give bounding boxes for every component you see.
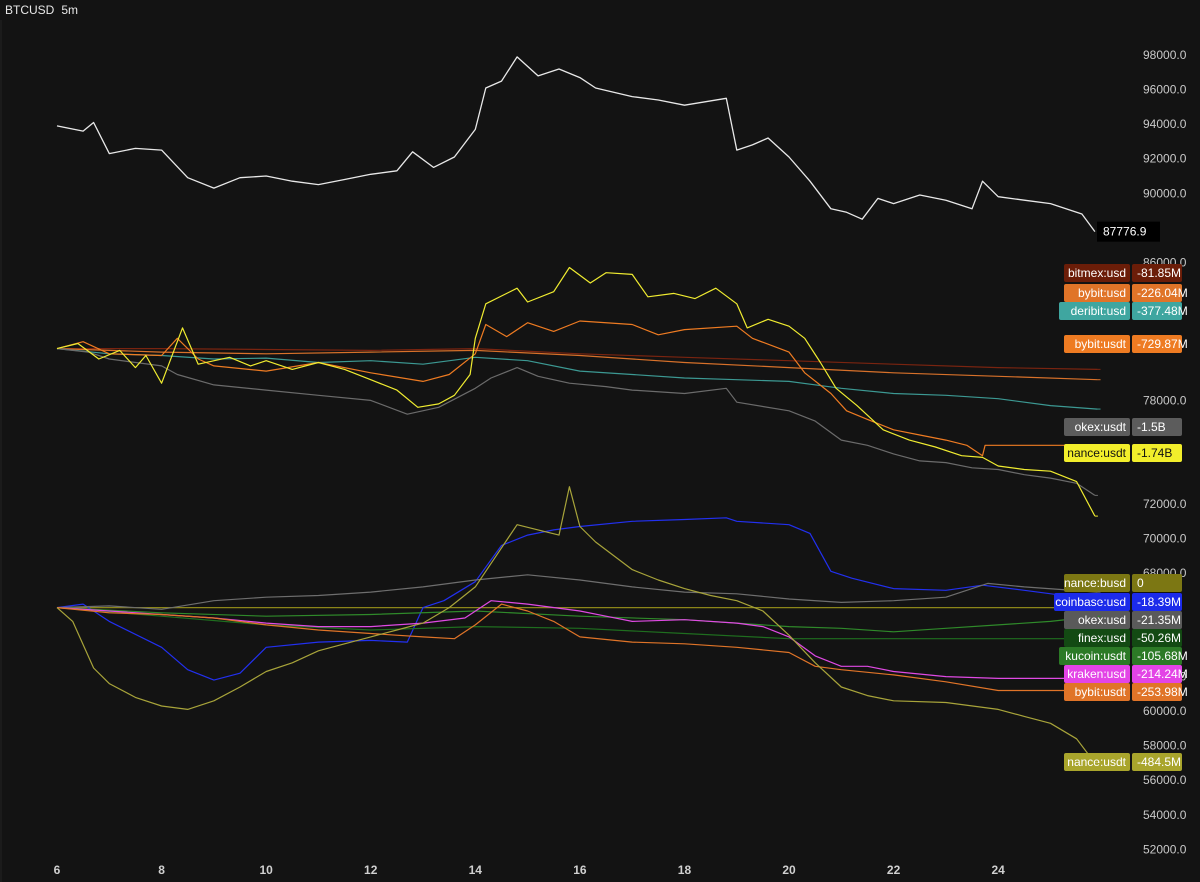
series-line-okex-usd <box>56 574 1098 610</box>
chart-left-edge <box>0 0 2 882</box>
last-price-badge <box>1097 221 1160 242</box>
legend-name: bitmex:usd <box>1068 266 1126 280</box>
legend-label-bybit-usdt[interactable]: bybit:usdt -253.98M <box>1064 683 1188 701</box>
x-tick-label: 14 <box>469 863 483 877</box>
legend-name: nance:busd <box>1064 576 1126 590</box>
legend-name: kraken:usd <box>1067 667 1126 681</box>
legend-name: coinbase:usd <box>1055 595 1126 609</box>
legend-value: -729.87M <box>1137 337 1188 351</box>
symbol-label[interactable]: BTCUSD <box>5 3 55 17</box>
series-line-coinbase-usd <box>56 517 1098 681</box>
legend-value: 0 <box>1137 576 1144 590</box>
legend-label-bitmex-usd[interactable]: bitmex:usd -81.85M <box>1064 264 1182 370</box>
legend-value: -21.35M <box>1137 613 1181 627</box>
legend-name: finex:usd <box>1078 631 1126 645</box>
x-tick-label: 24 <box>992 863 1006 877</box>
legend-value: -50.26M <box>1137 631 1181 645</box>
legend-value: -377.48M <box>1137 304 1188 318</box>
last-price-text: 87776.9 <box>1103 225 1147 239</box>
series-line-nance-usdt <box>56 486 1096 764</box>
legend-name: okex:usdt <box>1075 420 1127 434</box>
legend-label-nance-usdt[interactable]: nance:usdt -1.74B <box>1064 444 1182 517</box>
y-tick-label: 90000.0 <box>1143 186 1187 200</box>
legend-value: -81.85M <box>1137 266 1181 280</box>
x-tick-label: 16 <box>573 863 587 877</box>
legend-label-okex-usdt[interactable]: okex:usdt -1.5B <box>1064 418 1182 496</box>
x-tick-label: 22 <box>887 863 901 877</box>
legend-label-okex-usd[interactable]: okex:usd -21.35M <box>1064 591 1182 629</box>
legend-label-nance-busd[interactable]: nance:busd 0 <box>1064 574 1182 609</box>
legend-value: -214.24M <box>1137 667 1188 681</box>
legend-value: -484.5M <box>1137 755 1181 769</box>
legend-name: okex:usd <box>1078 613 1126 627</box>
series-line-kraken-usd <box>56 600 1098 679</box>
legend-name: bybit:usd <box>1078 286 1126 300</box>
series-layer <box>56 56 1098 764</box>
series-line-bybit-usdt <box>56 320 1098 457</box>
legend-value: -18.39M <box>1137 595 1181 609</box>
interval-label[interactable]: 5m <box>61 3 79 17</box>
x-tick-label: 6 <box>54 863 61 877</box>
y-tick-label: 54000.0 <box>1143 808 1187 822</box>
legend-value: -105.68M <box>1137 649 1188 663</box>
y-tick-label: 92000.0 <box>1143 152 1187 166</box>
legend-label-deribit-usd[interactable]: deribit:usd -377.48M <box>1059 302 1188 410</box>
legend-name: bybit:usdt <box>1075 685 1127 699</box>
legend-value: -1.5B <box>1137 420 1166 434</box>
y-tick-label: 56000.0 <box>1143 773 1187 787</box>
legend-label-coinbase-usd[interactable]: coinbase:usd -18.39M <box>1054 593 1182 611</box>
legend-label-finex-usd[interactable]: finex:usd -50.26M <box>1064 629 1182 647</box>
legend-label-kraken-usd[interactable]: kraken:usd -214.24M <box>1064 665 1188 683</box>
legend-label-nance-usdt[interactable]: nance:usdt -484.5M <box>1064 753 1182 771</box>
legend-name: bybit:usdt <box>1075 337 1127 351</box>
y-tick-label: 72000.0 <box>1143 497 1187 511</box>
y-tick-label: 58000.0 <box>1143 739 1187 753</box>
series-line-finex-usd <box>56 607 1098 640</box>
x-tick-label: 10 <box>259 863 273 877</box>
series-line-okex-usdt <box>56 348 1096 496</box>
legend-labels: 87776.9 bitmex:usd -81.85M bybit:usd -226.04… <box>1054 221 1188 771</box>
series-line-deribit-usd <box>56 348 1098 410</box>
y-tick-label: 98000.0 <box>1143 48 1187 62</box>
legend-name: deribit:usd <box>1071 304 1126 318</box>
y-tick-label: 52000.0 <box>1143 842 1187 856</box>
y-tick-label: 94000.0 <box>1143 117 1187 131</box>
x-tick-label: 20 <box>782 863 796 877</box>
legend-label-bybit-usd[interactable]: bybit:usd -226.04M <box>1064 284 1188 381</box>
legend-label-bybit-usdt[interactable]: bybit:usdt -729.87M <box>1064 335 1188 446</box>
legend-value: -253.98M <box>1137 685 1188 699</box>
y-tick-label: 96000.0 <box>1143 83 1187 97</box>
series-line-BTCUSD <box>56 56 1096 232</box>
x-axis: 6 8 10 12 14 16 18 20 22 24 <box>54 863 1006 877</box>
legend-value: -226.04M <box>1137 286 1188 300</box>
y-tick-label: 70000.0 <box>1143 532 1187 546</box>
legend-name: kucoin:usdt <box>1065 649 1126 663</box>
y-tick-label: 78000.0 <box>1143 393 1187 407</box>
legend-label-kucoin-usdt[interactable]: kucoin:usdt -105.68M <box>1059 615 1188 665</box>
series-line-nance-usdt <box>56 266 1096 517</box>
chart-header[interactable]: BTCUSD 5m <box>0 0 84 20</box>
series-line-bybit-usdt <box>56 603 1098 692</box>
series-line-bybit-usd <box>56 348 1098 381</box>
series-line-bitmex-usd <box>57 348 1098 370</box>
x-tick-label: 12 <box>364 863 378 877</box>
legend-name: nance:usdt <box>1067 446 1126 460</box>
x-tick-label: 8 <box>158 863 165 877</box>
y-tick-label: 60000.0 <box>1143 704 1187 718</box>
legend-name: nance:usdt <box>1067 755 1126 769</box>
legend-value: -1.74B <box>1137 446 1172 460</box>
x-tick-label: 18 <box>678 863 692 877</box>
